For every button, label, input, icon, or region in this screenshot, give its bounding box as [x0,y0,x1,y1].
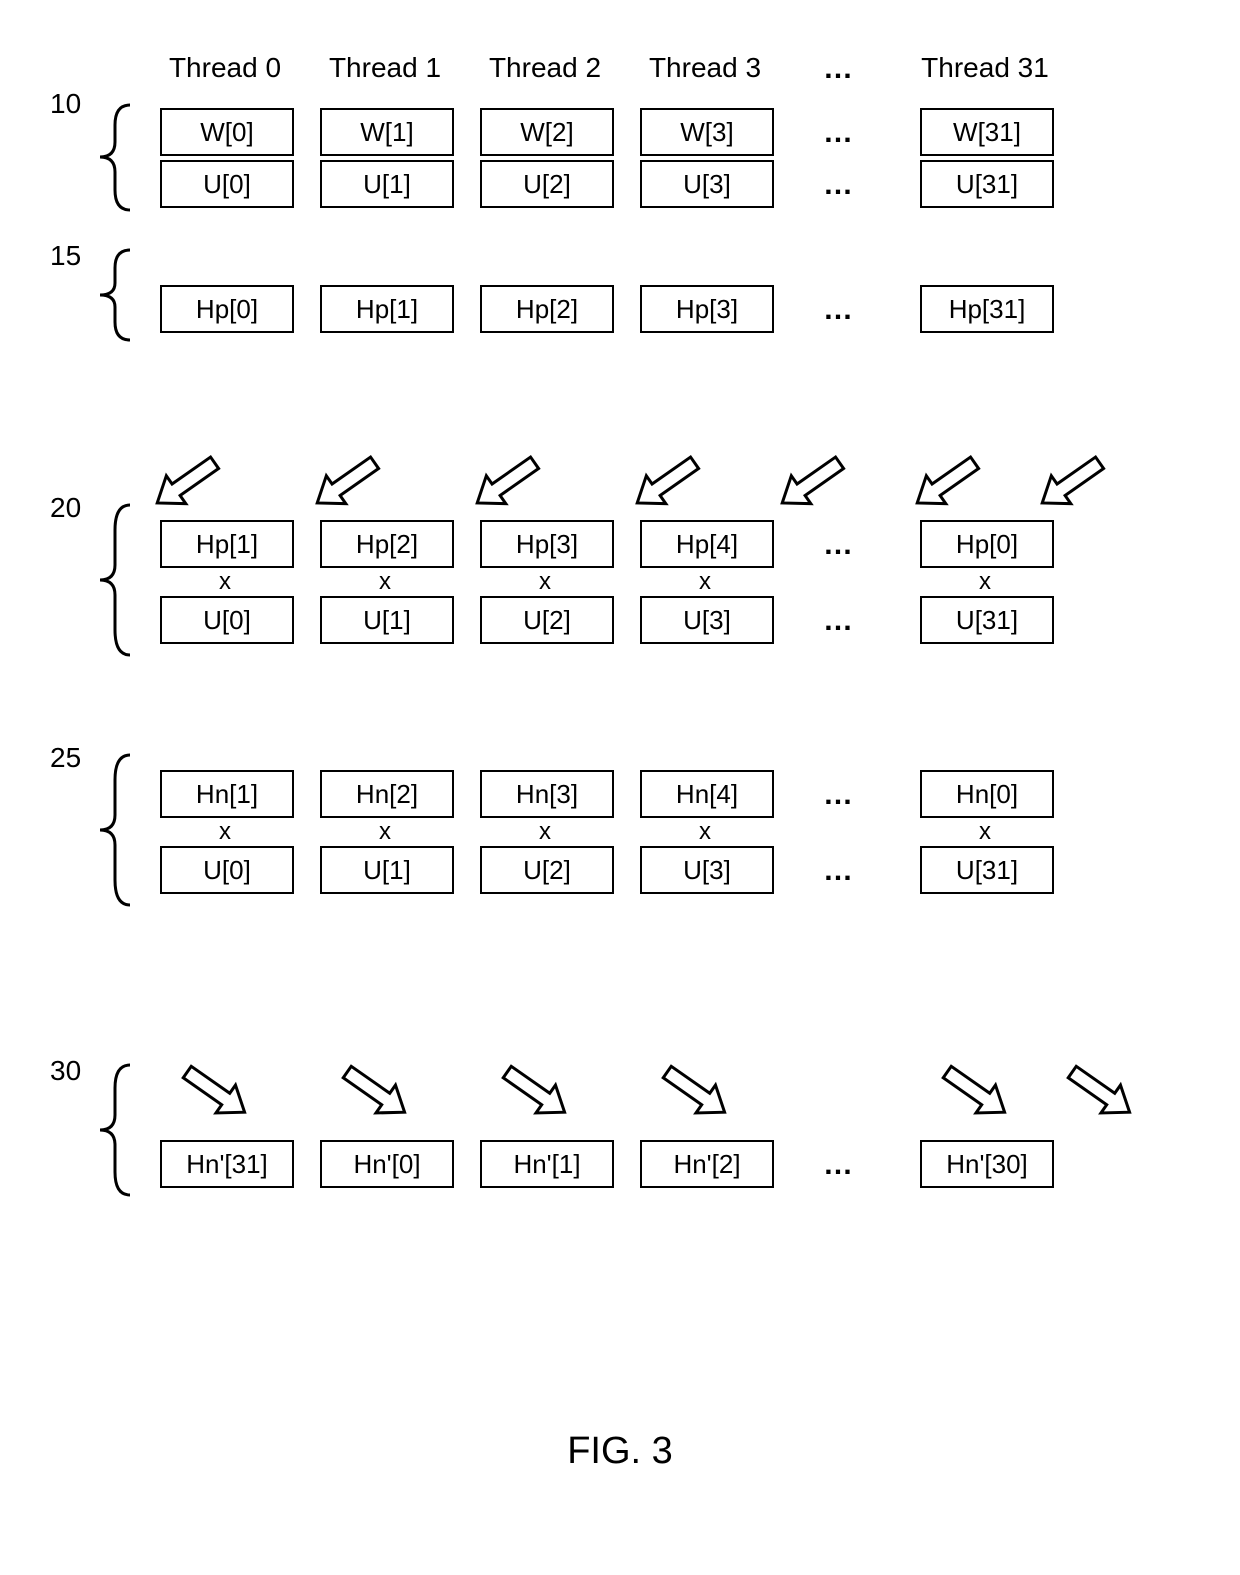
g25-x-3: x [640,818,770,846]
g30-hn-dots: … [790,1148,890,1182]
g20-u-2: U[2] [480,596,614,644]
g25-x-0: x [160,818,290,846]
g15-hp-0: Hp[0] [160,285,294,333]
brace-15-icon [85,245,140,345]
group-30-label: 30 [50,1055,81,1087]
g25-x-1: x [320,818,450,846]
arrow-left-1 [305,445,395,515]
g15-hp-dots: … [790,293,890,327]
group-10-label: 10 [50,88,81,120]
g10-w-0: W[0] [160,108,294,156]
arrow-left-31b [1030,445,1120,515]
header-dots: … [790,52,890,86]
arrow-right-0 [175,1060,265,1130]
arrow-right-2 [495,1060,585,1130]
g25-u-1: U[1] [320,846,454,894]
g30-hn-0: Hn'[31] [160,1140,294,1188]
g15-hp-3: Hp[3] [640,285,774,333]
g20-u-dots: … [790,604,890,638]
arrow-left-2 [465,445,555,515]
g25-hn-dots: … [790,778,890,812]
g25-hn-0: Hn[1] [160,770,294,818]
g20-x-3: x [640,568,770,596]
col-header-31: Thread 31 [920,52,1050,84]
g10-u-dots: … [790,168,890,202]
g20-u-3: U[3] [640,596,774,644]
g25-u-3: U[3] [640,846,774,894]
g20-hp-1: Hp[2] [320,520,454,568]
g10-w-3: W[3] [640,108,774,156]
group-20-label: 20 [50,492,81,524]
arrow-left-31a [905,445,995,515]
g20-u-1: U[1] [320,596,454,644]
g10-u-0: U[0] [160,160,294,208]
arrow-right-31a [935,1060,1025,1130]
brace-20-icon [85,500,140,660]
g15-hp-2: Hp[2] [480,285,614,333]
figure-caption: FIG. 3 [0,1430,1240,1473]
arrow-left-3 [625,445,715,515]
col-header-1: Thread 1 [320,52,450,84]
g20-hp-2: Hp[3] [480,520,614,568]
g25-u-dots: … [790,854,890,888]
col-header-0: Thread 0 [160,52,290,84]
g20-x-1: x [320,568,450,596]
g30-hn-31: Hn'[30] [920,1140,1054,1188]
g25-x-31: x [920,818,1050,846]
g25-hn-2: Hn[3] [480,770,614,818]
arrow-left-0 [145,445,235,515]
group-15-label: 15 [50,240,81,272]
arrow-right-31b [1060,1060,1150,1130]
g20-x-0: x [160,568,290,596]
g10-w-2: W[2] [480,108,614,156]
g20-hp-3: Hp[4] [640,520,774,568]
g25-hn-3: Hn[4] [640,770,774,818]
figure-3-diagram: Thread 0 Thread 1 Thread 2 Thread 3 … Th… [0,0,1240,1575]
g30-hn-3: Hn'[2] [640,1140,774,1188]
g30-hn-2: Hn'[1] [480,1140,614,1188]
g20-u-31: U[31] [920,596,1054,644]
g20-u-0: U[0] [160,596,294,644]
g10-u-2: U[2] [480,160,614,208]
g10-u-3: U[3] [640,160,774,208]
g15-hp-1: Hp[1] [320,285,454,333]
g10-w-dots: … [790,116,890,150]
g25-hn-31: Hn[0] [920,770,1054,818]
g25-hn-1: Hn[2] [320,770,454,818]
g25-u-0: U[0] [160,846,294,894]
arrow-left-dots [770,445,860,515]
arrow-right-1 [335,1060,425,1130]
g20-hp-dots: … [790,528,890,562]
col-header-2: Thread 2 [480,52,610,84]
g10-u-31: U[31] [920,160,1054,208]
g20-x-31: x [920,568,1050,596]
g20-hp-31: Hp[0] [920,520,1054,568]
brace-30-icon [85,1060,140,1200]
g10-w-1: W[1] [320,108,454,156]
g25-u-2: U[2] [480,846,614,894]
g10-w-31: W[31] [920,108,1054,156]
g30-hn-1: Hn'[0] [320,1140,454,1188]
col-header-3: Thread 3 [640,52,770,84]
g20-x-2: x [480,568,610,596]
brace-25-icon [85,750,140,910]
g20-hp-0: Hp[1] [160,520,294,568]
brace-10-icon [85,100,140,215]
g15-hp-31: Hp[31] [920,285,1054,333]
arrow-right-3 [655,1060,745,1130]
group-25-label: 25 [50,742,81,774]
g25-u-31: U[31] [920,846,1054,894]
g25-x-2: x [480,818,610,846]
g10-u-1: U[1] [320,160,454,208]
